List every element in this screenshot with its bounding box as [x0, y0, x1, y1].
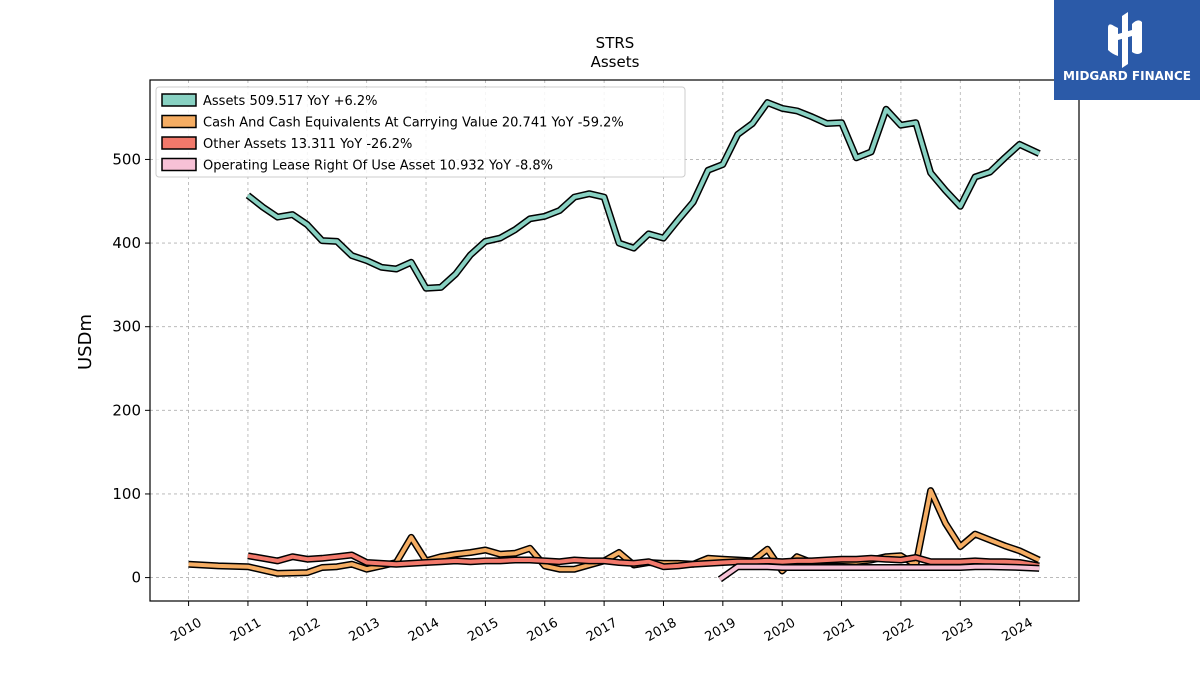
legend-label: Operating Lease Right Of Use Asset 10.93… [203, 159, 553, 174]
x-tick-label: 2023 [940, 615, 976, 645]
y-tick-label: 200 [112, 401, 141, 419]
y-tick-label: 300 [112, 318, 141, 336]
brand-logo-box: MIDGARD FINANCE [1054, 0, 1200, 100]
legend-swatch [161, 114, 197, 129]
y-tick-label: 500 [112, 150, 141, 168]
series-line [246, 100, 1041, 291]
x-tick-label: 2017 [584, 615, 620, 645]
series-0 [245, 99, 1041, 292]
brand-mark-icon [1108, 12, 1142, 68]
x-tick-label: 2021 [821, 615, 857, 645]
chart-subtitle: Assets [591, 53, 640, 71]
x-axis-ticks: 2010 2011 2012 2013 2014 2015 2016 2017 2018 2019… [168, 601, 1036, 645]
x-tick-label: 2014 [406, 615, 442, 645]
y-tick-label: 100 [112, 485, 141, 503]
x-tick-label: 2016 [525, 615, 561, 645]
series-line [718, 564, 1040, 581]
series-2 [247, 551, 1040, 571]
x-tick-label: 2013 [347, 615, 383, 645]
x-tick-label: 2012 [287, 615, 323, 645]
legend-label: Other Assets 13.311 YoY -26.2% [203, 137, 412, 152]
legend-swatch [161, 157, 197, 172]
series-lines [188, 99, 1041, 583]
x-tick-label: 2018 [643, 615, 679, 645]
x-tick-label: 2011 [228, 615, 264, 645]
y-tick-label: 0 [131, 569, 141, 587]
brand-name: MIDGARD FINANCE [1063, 69, 1191, 83]
y-axis-ticks: 0 100 200 300 400 500 [112, 150, 150, 587]
legend-swatch [161, 136, 197, 150]
x-tick-label: 2020 [762, 615, 798, 645]
legend-frame [155, 86, 686, 178]
x-tick-label: 2010 [168, 615, 204, 645]
legend-label: Assets 509.517 YoY +6.2% [203, 94, 378, 109]
y-axis-label: USDm [75, 314, 96, 370]
x-tick-label: 2024 [999, 615, 1035, 645]
plot-frame [149, 79, 1080, 602]
legend-label: Cash And Cash Equivalents At Carrying Va… [203, 116, 624, 131]
y-tick-label: 400 [112, 234, 141, 252]
x-tick-label: 2022 [881, 615, 917, 645]
series-line [247, 553, 1040, 569]
legend: Assets 509.517 YoY +6.2% Cash And Cash Eq… [155, 86, 686, 178]
chart-title: STRS [596, 34, 635, 52]
x-tick-label: 2019 [703, 615, 739, 645]
legend-swatch [161, 93, 197, 107]
series-3 [717, 563, 1040, 583]
x-tick-label: 2015 [465, 615, 501, 645]
